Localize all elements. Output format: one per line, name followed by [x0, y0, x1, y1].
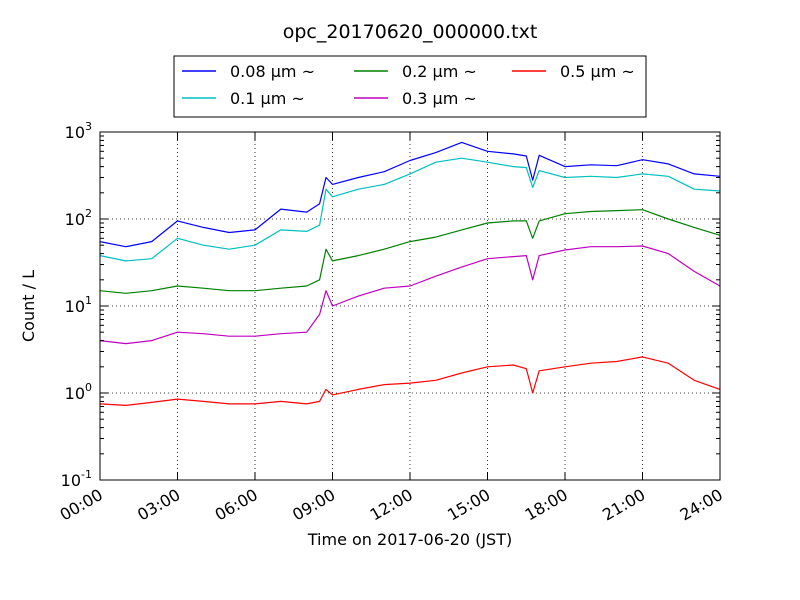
series-line — [99, 209, 721, 294]
y-tick-label: 101 — [65, 294, 92, 316]
y-tick-exponent: 1 — [85, 294, 92, 307]
legend-label: 0.1 μm ~ — [230, 89, 305, 108]
series-line — [99, 141, 721, 248]
plot-area — [99, 131, 721, 481]
y-tick-base: 10 — [65, 123, 85, 142]
legend: 0.08 μm ~ 0.1 μm ~ 0.2 μm ~ 0.3 μm ~ 0.5 μm … — [173, 55, 647, 118]
y-tick-base: 10 — [65, 210, 85, 229]
x-tick-label: 09:00 — [289, 485, 338, 525]
x-tick-label: 18:00 — [522, 485, 571, 525]
x-tick-label: 24:00 — [677, 485, 726, 525]
y-tick-exponent: 2 — [85, 207, 92, 220]
x-tick-label: 12:00 — [367, 485, 416, 525]
x-tick-label: 06:00 — [212, 485, 261, 525]
y-tick-label: 10-1 — [61, 468, 92, 490]
series-line — [99, 356, 721, 406]
series-line — [99, 245, 721, 345]
x-tick-label: 03:00 — [134, 485, 183, 525]
y-tick-base: 10 — [65, 384, 85, 403]
x-tick-label: 21:00 — [599, 485, 648, 525]
y-tick-base: 10 — [61, 471, 81, 490]
y-tick-exponent: -1 — [81, 468, 92, 481]
y-tick-label: 100 — [65, 381, 92, 403]
series-line — [99, 157, 721, 262]
y-tick-label: 102 — [65, 207, 92, 229]
grid-lines — [100, 132, 720, 480]
y-tick-label: 103 — [65, 120, 92, 142]
y-axis-label: Count / L — [19, 270, 38, 342]
legend-label: 0.5 μm ~ — [560, 62, 635, 81]
x-tick-label: 00:00 — [57, 485, 106, 525]
x-tick-label: 15:00 — [444, 485, 493, 525]
chart-title: opc_20170620_000000.txt — [283, 21, 538, 43]
axis-ticks — [99, 131, 721, 481]
legend-label: 0.08 μm ~ — [230, 62, 315, 81]
series-lines — [99, 141, 721, 406]
legend-label: 0.3 μm ~ — [402, 89, 477, 108]
y-tick-base: 10 — [65, 297, 85, 316]
y-tick-exponent: 3 — [85, 120, 92, 133]
x-tick-labels: 00:00 03:00 06:00 09:00 12:00 15:00 18:00 21:00… — [57, 485, 726, 525]
x-axis-label: Time on 2017-06-20 (JST) — [307, 530, 512, 549]
y-tick-exponent: 0 — [85, 381, 92, 394]
legend-box — [173, 55, 647, 118]
legend-label: 0.2 μm ~ — [402, 62, 477, 81]
